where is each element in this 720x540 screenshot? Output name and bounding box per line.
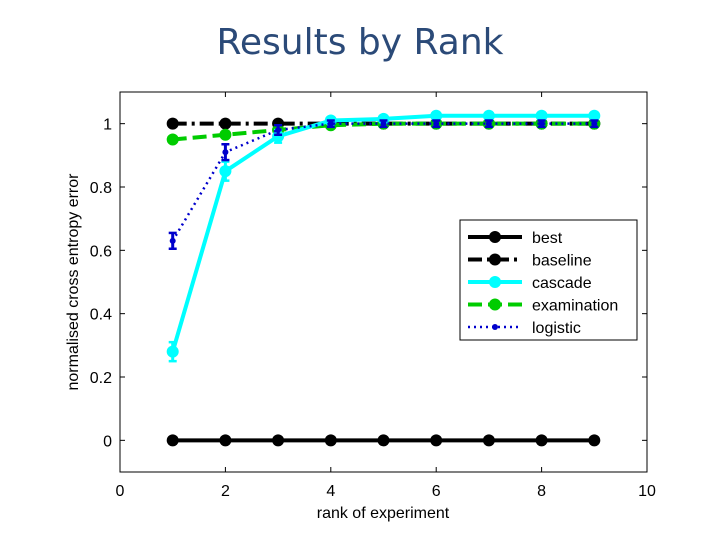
data-point	[324, 434, 337, 447]
series-cascade	[166, 109, 601, 363]
data-point	[222, 149, 229, 156]
plot-frame	[119, 91, 648, 473]
x-tick-label: 10	[638, 483, 656, 500]
y-tick-label: 0.6	[90, 243, 112, 260]
legend-swatch-marker	[489, 253, 501, 266]
data-point	[588, 434, 601, 447]
data-point	[166, 434, 179, 447]
data-point	[219, 128, 232, 141]
data-point	[430, 434, 443, 447]
data-point	[535, 434, 548, 447]
y-tick-label: 0.2	[90, 370, 112, 387]
legend-label-logistic: logistic	[532, 320, 581, 337]
data-point	[169, 237, 176, 244]
data-point	[377, 434, 390, 447]
legend-label-baseline: baseline	[532, 253, 592, 270]
y-tick-label: 0.4	[90, 307, 112, 324]
x-tick-label: 0	[116, 483, 125, 500]
data-point	[433, 120, 440, 127]
series-layer	[166, 109, 601, 447]
x-tick-label: 2	[221, 483, 230, 500]
data-point	[166, 345, 179, 358]
legend-label-best: best	[532, 230, 563, 247]
legend-swatch-marker	[492, 324, 498, 330]
data-point	[485, 120, 492, 127]
series-best	[166, 434, 601, 447]
data-point	[275, 127, 282, 133]
data-point	[219, 117, 232, 130]
legend-label-examination: examination	[532, 298, 618, 315]
data-point	[591, 120, 598, 127]
slide-title: Results by Rank	[216, 22, 504, 63]
data-point	[430, 109, 443, 122]
data-point	[219, 434, 232, 447]
legend-swatch-marker	[489, 298, 501, 311]
x-axis-label: rank of experiment	[317, 505, 450, 522]
x-tick-label: 6	[432, 483, 441, 500]
legend-swatch-marker	[489, 276, 501, 288]
data-point	[482, 434, 495, 447]
axes-ticks: 0 2 4 6 8 10 0 0.2 0.4 0.6 0.8 1	[90, 92, 656, 500]
data-point	[588, 109, 601, 122]
series-logistic	[168, 119, 599, 250]
data-point	[535, 109, 548, 122]
legend-label-cascade: cascade	[532, 275, 592, 292]
y-tick-label: 1	[103, 117, 112, 134]
data-point	[482, 109, 495, 122]
x-tick-label: 8	[537, 483, 546, 500]
data-point	[272, 130, 285, 143]
data-point	[272, 434, 285, 447]
data-point	[380, 120, 387, 127]
x-tick-label: 4	[326, 483, 335, 500]
legend: best baseline cascade examination logistic	[459, 219, 638, 341]
y-axis-label: normalised cross entropy error	[65, 173, 82, 391]
legend-swatch-marker	[489, 231, 501, 243]
data-point	[219, 165, 232, 178]
data-point	[166, 117, 179, 130]
data-point	[327, 120, 334, 127]
y-tick-label: 0	[103, 433, 112, 450]
data-point	[538, 120, 545, 127]
data-point	[166, 133, 179, 146]
y-tick-label: 0.8	[90, 180, 112, 197]
data-point	[377, 112, 390, 125]
